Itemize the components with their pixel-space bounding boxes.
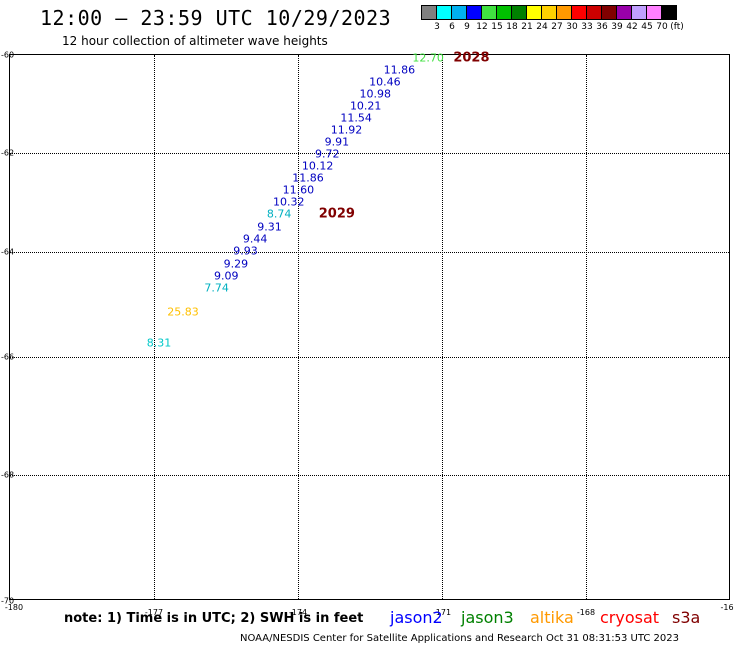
satellite-legend-jason2: jason2 [390, 608, 443, 627]
satellite-legend-s3a: s3a [672, 608, 701, 627]
map-plot-area: -60 -62 -64 -66 -68 -70 -180 -177 -174 -171 -168 -1… [1, 50, 734, 617]
color-swatch [481, 5, 497, 20]
longitude-tick-label: -168 [576, 608, 596, 617]
wave-height-observation: 10.98 [359, 87, 392, 101]
wave-height-observation: 11.92 [330, 123, 363, 137]
color-swatch [646, 5, 662, 20]
wave-height-observation: 9.72 [314, 147, 340, 161]
wave-height-observation: 9.29 [223, 257, 249, 271]
latitude-gridline [10, 153, 729, 154]
wave-height-observation: 8.31 [146, 336, 172, 350]
color-swatch [631, 5, 647, 20]
color-scale-label: 36 [596, 22, 608, 32]
wave-height-observation: 10.21 [349, 99, 382, 113]
longitude-tick-label: -180 [4, 603, 24, 612]
color-scale-label: 6 [449, 22, 455, 32]
wave-height-observation: 7.74 [204, 281, 229, 295]
color-scale-label: 70 [656, 22, 668, 32]
color-swatch [526, 5, 542, 20]
color-swatch [601, 5, 617, 20]
color-swatch [541, 5, 557, 20]
wave-height-observation: 9.09 [214, 269, 239, 283]
wave-height-observation: 10.46 [369, 75, 401, 89]
latitude-tick-label: -70 [1, 596, 15, 606]
latitude-gridline [10, 475, 729, 476]
longitude-gridline [154, 55, 155, 599]
color-swatch [421, 5, 437, 20]
longitude-gridline [298, 55, 299, 599]
wave-height-observation: 11.54 [340, 111, 372, 125]
color-scale-label: 12 [476, 22, 488, 32]
longitude-tick-label: -174 [288, 608, 308, 617]
wave-height-observation: 10.12 [301, 159, 334, 173]
color-scale-label: 30 [566, 22, 578, 32]
color-scale-label: 39 [611, 22, 623, 32]
footer-credit: NOAA/NESDIS Center for Satellite Applica… [240, 633, 679, 644]
color-swatch [661, 5, 677, 20]
color-swatch [556, 5, 572, 20]
longitude-tick-label: -16 [720, 603, 734, 612]
color-scale-label: 33 [581, 22, 593, 32]
color-scale-label: 45 [641, 22, 653, 32]
color-swatch [451, 5, 467, 20]
color-swatch [466, 5, 482, 20]
latitude-tick-label: -68 [1, 470, 15, 480]
color-scale-label: (ft) [670, 22, 684, 32]
wave-height-observation: 25.83 [167, 305, 199, 319]
color-scale-label: 15 [491, 22, 503, 32]
color-scale-label: 9 [464, 22, 470, 32]
chart-title: 12:00 – 23:59 UTC 10/29/2023 [40, 6, 392, 30]
latitude-tick-label: -60 [1, 50, 15, 60]
wave-height-observation: 11.86 [292, 171, 324, 185]
wave-height-observation: 9.93 [233, 244, 258, 258]
wave-height-observation: 9.91 [324, 135, 350, 149]
pass-time-label: 2029 [318, 206, 355, 222]
color-scale-label: 42 [626, 22, 638, 32]
wave-height-observation: 9.44 [242, 232, 268, 246]
longitude-tick-label: -171 [432, 608, 452, 617]
color-scale-label: 18 [506, 22, 518, 32]
chart-subtitle: 12 hour collection of altimeter wave hei… [62, 34, 328, 48]
color-scale-label: 21 [521, 22, 533, 32]
color-scale-label: 24 [536, 22, 548, 32]
satellite-legend-altika: altika [530, 608, 574, 627]
color-swatch [586, 5, 602, 20]
color-scale-swatches [421, 5, 677, 20]
longitude-gridline [586, 55, 587, 599]
color-swatch [511, 5, 527, 20]
latitude-tick-label: -62 [1, 148, 15, 158]
satellite-legend-jason3: jason3 [461, 608, 514, 627]
latitude-tick-label: -64 [1, 247, 15, 257]
color-swatch [496, 5, 512, 20]
pass-time-label: 2028 [453, 50, 490, 66]
longitude-gridline [442, 55, 443, 599]
wave-height-observation: 11.86 [383, 63, 416, 77]
wave-height-observation: 12.70 [412, 51, 444, 65]
wave-height-observation: 11.60 [282, 183, 315, 197]
wave-height-observation: 9.31 [257, 220, 282, 234]
longitude-tick-label: -177 [144, 608, 164, 617]
color-swatch [436, 5, 452, 20]
color-swatch [616, 5, 632, 20]
color-scale-label: 27 [551, 22, 563, 32]
legend-note: note: 1) Time is in UTC; 2) SWH is in fe… [64, 611, 364, 626]
latitude-gridline [10, 252, 729, 253]
color-scale-legend: 3 6 9 12 15 18 21 24 27 30 33 36 39 42 45 70 (ft) [421, 5, 684, 34]
latitude-tick-label: -66 [1, 352, 15, 362]
wave-height-observation: 10.32 [273, 195, 305, 209]
satellite-legend-cryosat: cryosat [600, 608, 660, 627]
wave-height-observation: 8.74 [266, 207, 292, 221]
latitude-gridline [10, 357, 729, 358]
color-swatch [571, 5, 587, 20]
color-scale-labels: 3 6 9 12 15 18 21 24 27 30 33 36 39 42 45 70 (ft) [422, 20, 684, 34]
color-scale-label: 3 [434, 22, 440, 32]
